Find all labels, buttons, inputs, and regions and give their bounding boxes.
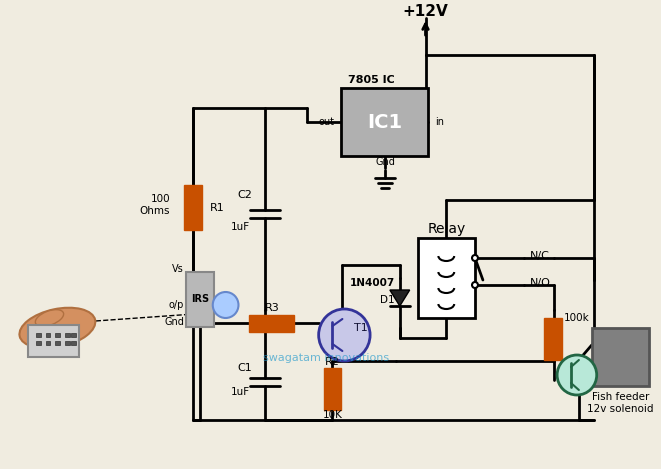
Bar [184,185,202,230]
Text: C2: C2 [237,190,253,200]
Text: R1: R1 [210,203,225,213]
Text: 1uF: 1uF [231,222,251,232]
Text: C1: C1 [237,363,253,373]
Text: Relay: Relay [427,222,465,236]
Bar [56,341,60,345]
Bar [65,333,70,337]
Polygon shape [390,290,410,306]
Text: 1N4007: 1N4007 [350,278,395,288]
Text: 7805 IC: 7805 IC [348,75,395,85]
Text: Gnd: Gnd [164,317,184,327]
Text: 1uF: 1uF [231,387,251,397]
Bar [544,318,562,360]
Bar [324,368,341,410]
Text: o/p: o/p [169,300,184,310]
Circle shape [557,355,597,395]
Text: N/O: N/O [529,278,551,288]
Bar [46,333,50,337]
Text: T1: T1 [354,323,368,333]
Text: R2: R2 [325,357,340,367]
Text: Vs: Vs [173,264,184,274]
Bar [71,341,76,345]
Bar [65,341,70,345]
Bar [592,328,649,386]
Bar [71,333,76,337]
Text: 100
Ohms: 100 Ohms [139,194,170,216]
Text: D1: D1 [380,295,395,305]
Bar [28,325,79,357]
Bar [36,333,40,337]
Bar [36,341,40,345]
Text: out: out [319,117,334,127]
Text: swagatam innovations: swagatam innovations [264,353,389,363]
Text: 10K: 10K [323,410,342,420]
Bar [56,333,60,337]
Text: 100k: 100k [564,313,590,323]
Circle shape [319,309,370,361]
Text: R3: R3 [265,303,280,313]
Bar [341,88,428,156]
Text: Gnd: Gnd [375,157,395,167]
Bar [418,238,475,318]
Text: Fish feeder
12v solenoid: Fish feeder 12v solenoid [587,392,654,414]
Circle shape [213,292,239,318]
Bar [186,272,214,327]
Text: in: in [436,117,444,127]
Text: +12V: +12V [403,5,448,20]
Circle shape [472,255,478,261]
Bar [46,341,50,345]
Circle shape [472,282,478,288]
Text: IRS: IRS [191,294,209,304]
Ellipse shape [19,308,95,348]
Ellipse shape [35,310,63,326]
Text: N/C: N/C [529,251,549,261]
Bar [249,315,294,332]
Text: IC1: IC1 [368,113,403,131]
